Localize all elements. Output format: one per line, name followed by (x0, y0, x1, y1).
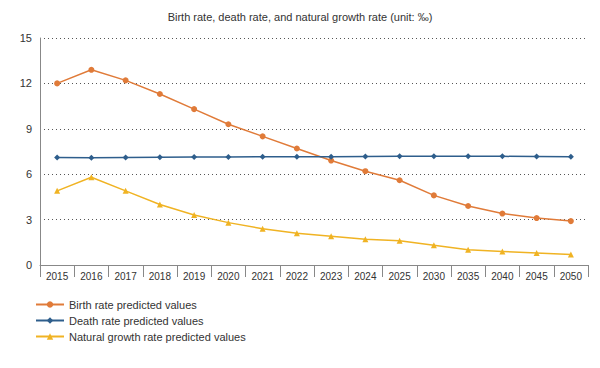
svg-text:3: 3 (26, 214, 32, 226)
svg-text:2045: 2045 (526, 271, 549, 282)
svg-text:2040: 2040 (491, 271, 514, 282)
svg-text:2025: 2025 (389, 271, 412, 282)
svg-text:Natural growth rate predicted: Natural growth rate predicted values (69, 331, 246, 343)
svg-text:2015: 2015 (46, 271, 69, 282)
svg-text:9: 9 (26, 123, 32, 135)
svg-text:2030: 2030 (423, 271, 446, 282)
svg-text:2018: 2018 (149, 271, 172, 282)
svg-text:2020: 2020 (217, 271, 240, 282)
svg-text:2023: 2023 (320, 271, 343, 282)
svg-text:2021: 2021 (252, 271, 275, 282)
svg-text:Death rate predicted values: Death rate predicted values (69, 315, 204, 327)
svg-text:Birth rate, death rate, and na: Birth rate, death rate, and natural grow… (168, 11, 433, 23)
svg-text:0: 0 (26, 259, 32, 271)
svg-text:2022: 2022 (286, 271, 309, 282)
svg-text:2050: 2050 (560, 271, 583, 282)
svg-text:2016: 2016 (80, 271, 103, 282)
svg-text:6: 6 (26, 168, 32, 180)
svg-text:2035: 2035 (457, 271, 480, 282)
svg-text:Birth rate predicted values: Birth rate predicted values (69, 299, 197, 311)
svg-text:2019: 2019 (183, 271, 206, 282)
svg-text:2017: 2017 (115, 271, 138, 282)
svg-text:15: 15 (20, 32, 32, 44)
svg-text:2024: 2024 (354, 271, 377, 282)
svg-text:12: 12 (20, 77, 32, 89)
